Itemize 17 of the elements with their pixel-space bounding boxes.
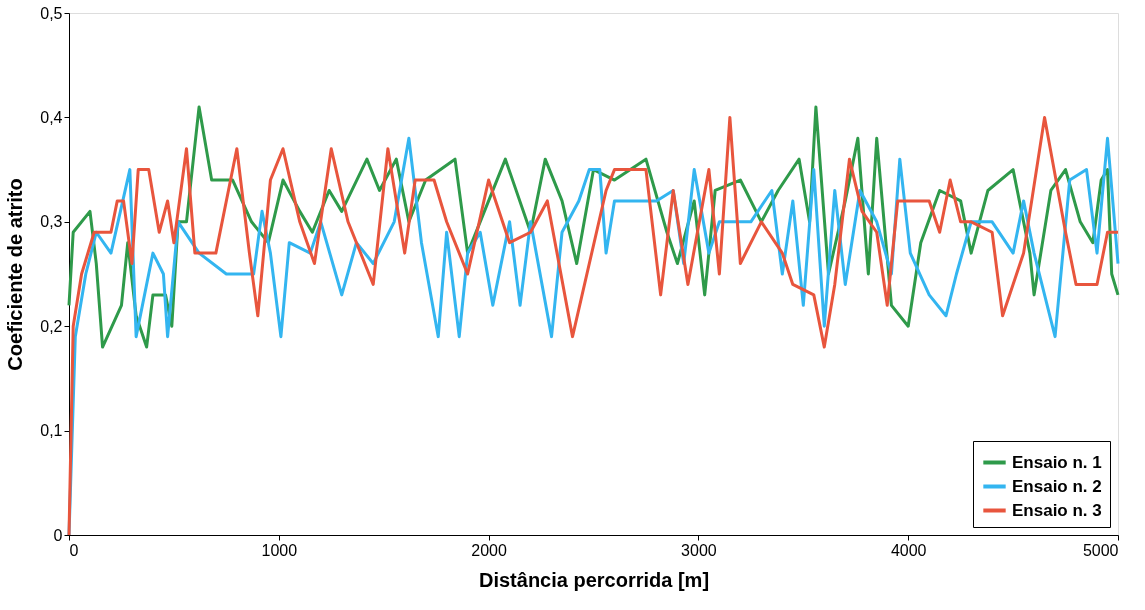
y-tick-label: 0,5 bbox=[40, 4, 63, 22]
y-axis-title: Coeficiente de atrito bbox=[4, 178, 27, 371]
y-tick-label: 0,4 bbox=[40, 108, 63, 126]
x-tick-label: 5000 bbox=[1082, 541, 1119, 559]
legend-label: Ensaio n. 1 bbox=[1012, 452, 1102, 472]
y-tick-label: 0,2 bbox=[40, 317, 63, 335]
legend-label: Ensaio n. 3 bbox=[1012, 500, 1102, 520]
y-tick-label: 0,3 bbox=[40, 213, 63, 231]
x-tick-label: 4000 bbox=[890, 541, 927, 559]
x-tick-label: 3000 bbox=[681, 541, 717, 559]
x-tick-label: 1000 bbox=[261, 541, 298, 559]
y-tick-label: 0 bbox=[53, 526, 63, 544]
x-tick-label: 0 bbox=[69, 541, 79, 559]
legend-label: Ensaio n. 2 bbox=[1012, 476, 1102, 496]
x-axis-title: Distância percorrida [m] bbox=[478, 568, 710, 591]
y-tick-label: 0,1 bbox=[40, 422, 63, 440]
x-tick-label: 2000 bbox=[471, 541, 507, 559]
